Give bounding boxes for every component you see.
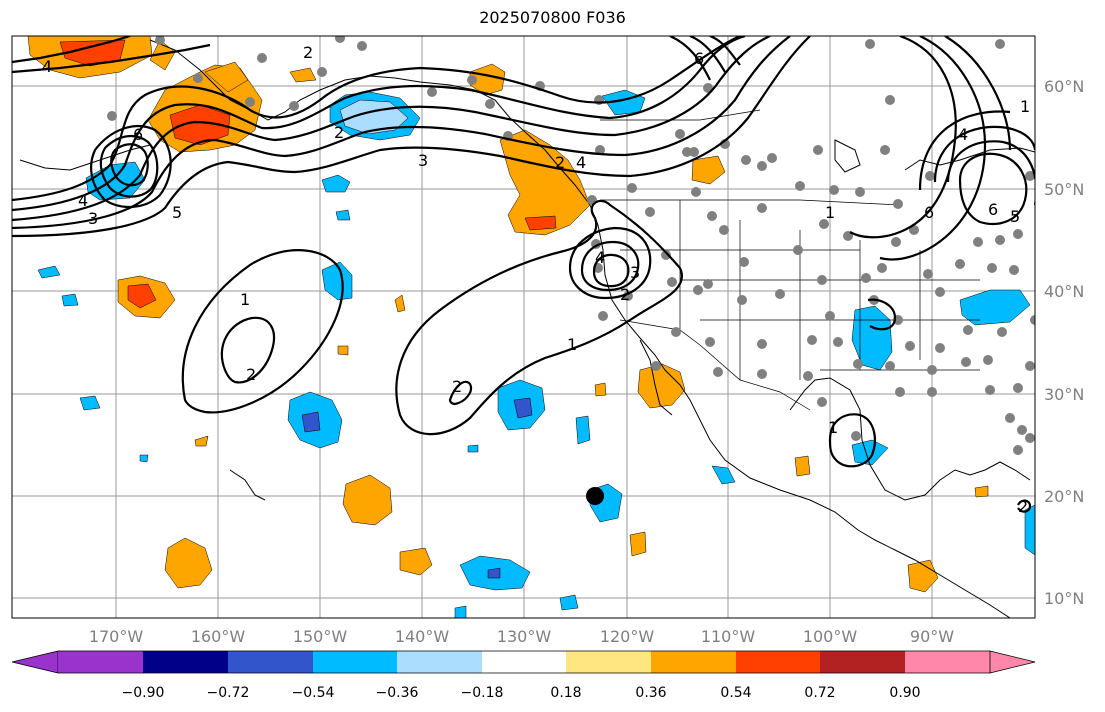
map-area: 2 4 6 4 3 5 2 3 4 2 1 6 5 6 1 2 1 2 4 3 …	[12, 36, 1035, 618]
contour-label: 1	[825, 203, 835, 222]
colorbar-segment	[228, 651, 313, 673]
contour-label: 2	[555, 153, 565, 172]
lon-label: 130°W	[497, 627, 552, 646]
colorbar-segment	[58, 651, 143, 673]
contour-label: 6	[924, 203, 934, 222]
contour-label: 4	[576, 153, 586, 172]
lat-label: 50°N	[1044, 180, 1084, 199]
lat-label: 20°N	[1044, 487, 1084, 506]
contour-lines	[12, 36, 1035, 513]
longitude-labels: 170°W 160°W 150°W 140°W 130°W 120°W 110°…	[89, 627, 954, 646]
contour-label: 3	[88, 209, 98, 228]
highlight-point	[586, 487, 604, 505]
contour-label: 1	[828, 418, 838, 437]
colorbar-tick-label: −0.72	[207, 685, 250, 701]
colorbar-tick-label: 0.36	[635, 685, 666, 701]
lon-label: 100°W	[803, 627, 858, 646]
contour-label: 2	[452, 377, 462, 396]
lon-label: 170°W	[89, 627, 144, 646]
colorbar-segment	[397, 651, 482, 673]
lon-label: 160°W	[191, 627, 246, 646]
colorbar-tick-label: 0.18	[550, 685, 581, 701]
map-frame	[11, 35, 1036, 619]
colorbar-segment	[143, 651, 228, 673]
contour-label: 1	[240, 290, 250, 309]
contour-label: 5	[172, 203, 182, 222]
colorbar-tick-label: −0.36	[376, 685, 419, 701]
contour-label: 6	[133, 125, 143, 144]
lon-label: 150°W	[293, 627, 348, 646]
colorbar-tick-label: −0.18	[461, 685, 504, 701]
latitude-labels: 60°N 50°N 40°N 30°N 20°N 10°N	[1044, 77, 1084, 608]
colorbar-segment	[736, 651, 820, 673]
contour-label: 2	[620, 285, 630, 304]
contour-label: 1	[567, 335, 577, 354]
contour-label: 4	[78, 191, 88, 210]
contour-label: 2	[1018, 497, 1028, 516]
colorbar-segment	[313, 651, 397, 673]
colorbar-tick-label: 0.72	[804, 685, 835, 701]
contour-label: 4	[958, 125, 968, 144]
map-title: 2025070800 F036	[479, 8, 626, 27]
contour-label: 6	[988, 200, 998, 219]
lat-label: 60°N	[1044, 77, 1084, 96]
lat-label: 10°N	[1044, 589, 1084, 608]
lon-label: 120°W	[600, 627, 655, 646]
contour-label: 3	[630, 263, 640, 282]
lon-label: 140°W	[395, 627, 450, 646]
lon-label: 110°W	[701, 627, 756, 646]
colorbar-ticks: −0.90 −0.72 −0.54 −0.36 −0.18 0.18 0.36 …	[122, 685, 921, 701]
colorbar-extend-high	[989, 650, 1036, 674]
contour-labels: 2 4 6 4 3 5 2 3 4 2 1 6 5 6 1 2 1 2 4 3 …	[42, 43, 1030, 516]
colorbar-segment	[651, 651, 736, 673]
contour-label: 2	[246, 365, 256, 384]
coastlines	[19, 39, 1035, 618]
colorbar-tick-label: 0.54	[720, 685, 751, 701]
colorbar-segment	[905, 651, 990, 673]
contour-label: 5	[1010, 207, 1020, 226]
lon-label: 90°W	[910, 627, 954, 646]
colorbar-segment	[482, 651, 566, 673]
contour-label: 2	[334, 123, 344, 142]
colorbar-tick-label: −0.90	[122, 685, 165, 701]
colorbar: −0.90 −0.72 −0.54 −0.36 −0.18 0.18 0.36 …	[11, 650, 1036, 701]
colorbar-extend-low	[11, 650, 59, 674]
contour-label: 2	[303, 43, 313, 62]
contour-label: 6	[694, 49, 704, 68]
political-borders	[600, 109, 980, 411]
contour-label: 4	[42, 57, 52, 76]
colorbar-tick-label: 0.90	[889, 685, 920, 701]
colorbar-tick-label: −0.54	[292, 685, 335, 701]
contour-label: 1	[1020, 97, 1030, 116]
lat-label: 40°N	[1044, 282, 1084, 301]
contour-label: 3	[418, 151, 428, 170]
colorbar-segment	[566, 651, 651, 673]
lat-label: 30°N	[1044, 385, 1084, 404]
colorbar-segment	[820, 651, 905, 673]
contour-label: 4	[595, 248, 605, 267]
